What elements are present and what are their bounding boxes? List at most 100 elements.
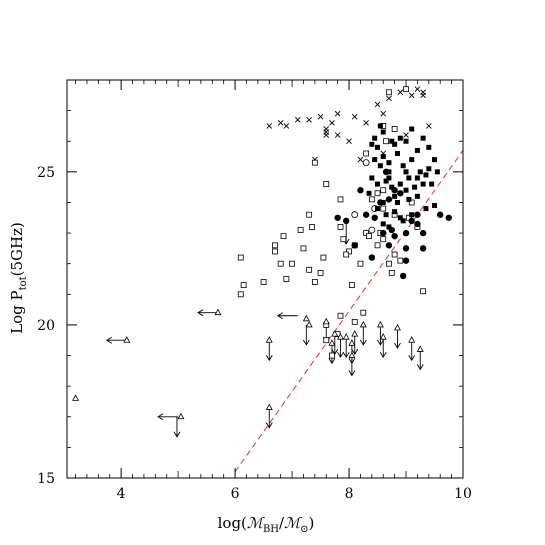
upper-limit-arrow: [342, 337, 350, 359]
upper-limit-arrow: [408, 340, 416, 362]
filled-circle-point: [391, 232, 398, 240]
upper-limit-arrow: [394, 327, 401, 349]
filled-square-point: [377, 163, 383, 169]
open-square-point: [357, 260, 364, 267]
reference-dashed-line: [234, 150, 464, 473]
x-tick-label: 8: [345, 486, 354, 502]
cross-point: [334, 132, 341, 138]
open-square-point: [388, 269, 395, 276]
filled-square-point: [406, 196, 412, 202]
cross-point: [386, 95, 392, 102]
cross-stroke: [357, 156, 364, 163]
filled-square-point: [414, 175, 420, 181]
upper-limit-head: [351, 348, 359, 355]
x-axis-title: log(ℳBH/ℳ⊙): [218, 514, 315, 535]
open-triangle-point: [394, 323, 401, 331]
cross-point: [408, 92, 415, 99]
filled-circle-point: [380, 229, 387, 237]
upper-limit-arrow: [379, 337, 387, 359]
cross-point: [294, 116, 301, 123]
x-tick-label: 4: [117, 486, 126, 502]
filled-square-point: [392, 209, 398, 215]
open-triangle-point: [322, 317, 330, 325]
open-triangle-point: [177, 412, 185, 420]
open-square-point: [272, 242, 278, 249]
filled-square-point: [403, 169, 409, 175]
open-square-point: [391, 251, 398, 258]
upper-limit-head: [348, 370, 356, 377]
open-square-point: [383, 138, 389, 145]
filled-circle-point: [334, 214, 341, 221]
cross-stroke: [403, 132, 409, 138]
cross-point: [306, 116, 312, 123]
filled-square-point: [375, 206, 381, 212]
upper-limit-arrow: [265, 340, 273, 362]
upper-limit-arrow: [348, 355, 356, 377]
filled-square-point: [409, 212, 415, 218]
cross-point: [403, 132, 409, 138]
upper-limit-head: [376, 339, 384, 346]
y-tick-label: 15: [37, 471, 55, 487]
cross-stroke: [294, 116, 301, 123]
lower-limit-head: [105, 336, 113, 344]
open-circle-point: [351, 211, 359, 219]
open-square-point: [337, 312, 344, 319]
filled-circle-point: [351, 242, 358, 249]
cross-point: [329, 120, 335, 126]
cross-point: [397, 89, 404, 96]
upper-limit-head: [265, 354, 273, 362]
open-triangle-point: [265, 403, 273, 410]
open-square-point: [348, 282, 355, 289]
filled-square-point: [409, 157, 415, 163]
open-triangle-point: [348, 351, 356, 358]
open-triangle-point: [265, 336, 273, 343]
filled-square-point: [369, 175, 375, 181]
filled-square-point: [426, 144, 432, 150]
tick-labels: 4 6 8 10 15 20 25: [37, 165, 472, 502]
filled-square-point: [420, 181, 426, 187]
open-square-point: [374, 190, 381, 197]
cross-point: [351, 113, 358, 120]
cross-point: [374, 101, 381, 108]
filled-circle-point: [357, 187, 364, 194]
cross-stroke: [386, 95, 392, 102]
upper-limit-arrow: [359, 324, 367, 346]
open-square-point: [380, 236, 387, 243]
open-square-point: [386, 89, 392, 96]
cross-point: [346, 138, 352, 145]
cross-stroke: [334, 132, 341, 138]
open-triangle-point: [408, 336, 416, 343]
cross-stroke: [374, 101, 381, 108]
cross-point: [283, 123, 290, 129]
filled-square-point: [392, 193, 398, 199]
filled-square-point: [426, 166, 432, 172]
upper-limit-head: [359, 339, 367, 346]
cross-point: [266, 123, 273, 129]
filled-square-point: [417, 169, 423, 175]
upper-limit-head: [394, 342, 401, 349]
upper-limit-head: [408, 354, 416, 362]
lower-limit-head: [276, 312, 283, 320]
upper-limit-head: [337, 351, 344, 359]
cross-stroke: [351, 113, 358, 120]
open-square-point: [297, 227, 304, 233]
cross-point: [323, 129, 330, 135]
open-triangle-point: [351, 330, 359, 337]
open-square-point: [306, 211, 313, 218]
upper-limit-head: [379, 351, 387, 359]
open-square-point: [240, 282, 247, 289]
filled-square-point: [380, 154, 386, 160]
filled-square-point: [389, 138, 395, 144]
filled-circle-point: [437, 211, 444, 218]
open-circle-point: [362, 159, 370, 167]
cross-stroke: [363, 120, 369, 126]
filled-square-point: [380, 129, 386, 135]
cross-stroke: [283, 123, 290, 129]
open-square-point: [351, 318, 358, 325]
filled-square-point: [392, 141, 398, 147]
upper-limit-arrow: [351, 334, 359, 355]
y-tick-label: 20: [37, 318, 55, 334]
filled-circle-point: [419, 229, 427, 237]
open-square-point: [374, 242, 381, 249]
filled-square-point: [400, 218, 406, 224]
